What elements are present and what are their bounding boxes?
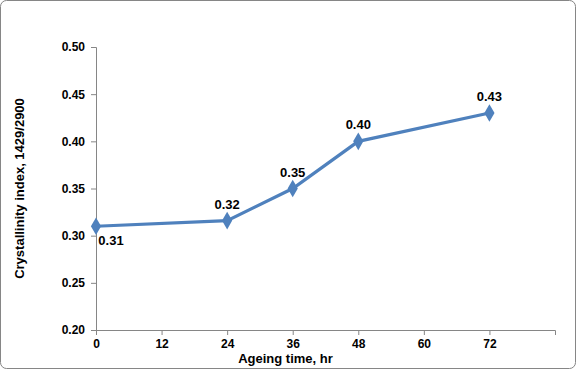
y-tick-mark xyxy=(91,236,96,237)
x-tick-label: 60 xyxy=(418,337,432,351)
y-tick-label: 0.40 xyxy=(62,135,86,149)
data-label: 0.35 xyxy=(280,165,305,180)
x-axis: 0 12 24 36 48 60 72 xyxy=(93,330,555,351)
x-tick-label: 36 xyxy=(287,337,301,351)
data-marker xyxy=(222,212,232,230)
x-tick-label: 72 xyxy=(483,337,497,351)
data-label: 0.40 xyxy=(346,117,371,132)
y-tick-label: 0.20 xyxy=(62,323,86,337)
x-tick: 72 xyxy=(483,330,497,351)
x-tick: 48 xyxy=(352,330,366,351)
x-tick-mark xyxy=(358,330,359,335)
data-line xyxy=(96,113,489,226)
x-axis-line xyxy=(97,331,556,336)
y-tick-mark xyxy=(91,189,96,190)
x-tick-mark xyxy=(227,330,228,335)
y-tick-label: 0.25 xyxy=(62,276,86,290)
x-tick-label: 12 xyxy=(155,337,169,351)
x-tick-mark xyxy=(424,330,425,335)
y-tick-mark xyxy=(91,330,96,331)
x-tick: 36 xyxy=(287,330,301,351)
y-tick: 0.40 xyxy=(62,135,96,149)
y-tick-mark xyxy=(91,283,96,284)
data-label: 0.32 xyxy=(214,197,239,212)
y-axis: 0.20 0.25 0.30 0.35 0.40 0.45 0.50 xyxy=(62,40,97,337)
x-tick-mark xyxy=(96,330,97,335)
y-tick-label: 0.35 xyxy=(62,182,86,196)
data-label: 0.43 xyxy=(477,89,502,104)
y-tick: 0.30 xyxy=(62,229,96,243)
x-tick-mark xyxy=(293,330,294,335)
x-tick-label: 24 xyxy=(221,337,235,351)
y-tick: 0.50 xyxy=(62,40,96,54)
y-tick: 0.20 xyxy=(62,323,96,337)
x-tick: 0 xyxy=(93,330,100,351)
y-tick-label: 0.30 xyxy=(62,229,86,243)
y-tick-mark xyxy=(91,94,96,95)
y-tick-label: 0.45 xyxy=(62,88,86,102)
y-tick: 0.45 xyxy=(62,88,96,102)
x-tick: 12 xyxy=(155,330,169,351)
x-axis-title: Ageing time, hr xyxy=(238,351,333,366)
x-tick: 24 xyxy=(221,330,235,351)
y-tick-label: 0.50 xyxy=(62,40,86,54)
data-marker xyxy=(484,104,494,122)
data-marker xyxy=(288,180,298,198)
y-tick: 0.35 xyxy=(62,182,96,196)
x-tick-label: 48 xyxy=(352,337,366,351)
x-tick: 60 xyxy=(418,330,432,351)
y-tick: 0.25 xyxy=(62,276,96,290)
y-tick-mark xyxy=(91,141,96,142)
x-tick-mark xyxy=(489,330,490,335)
data-labels: 0.31 0.32 0.35 0.40 0.43 xyxy=(98,89,502,248)
plot-area xyxy=(91,104,495,235)
chart-border xyxy=(1,1,576,369)
x-tick-mark xyxy=(162,330,163,335)
y-tick-mark xyxy=(91,47,96,48)
chart: 0.20 0.25 0.30 0.35 0.40 0.45 0.50 0 12 24 36 48 60 7… xyxy=(0,0,576,369)
data-marker xyxy=(353,133,363,151)
x-tick-label: 0 xyxy=(93,337,100,351)
y-axis-title: Crystallinity index, 1429/2900 xyxy=(12,98,27,279)
y-axis-line xyxy=(91,48,97,331)
data-label: 0.31 xyxy=(98,233,123,248)
